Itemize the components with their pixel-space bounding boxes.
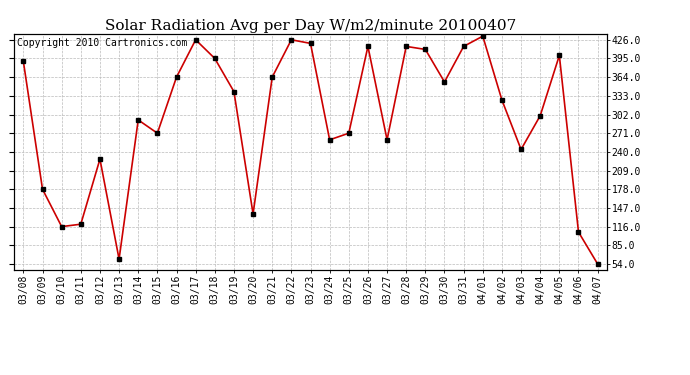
Title: Solar Radiation Avg per Day W/m2/minute 20100407: Solar Radiation Avg per Day W/m2/minute … (105, 19, 516, 33)
Text: Copyright 2010 Cartronics.com: Copyright 2010 Cartronics.com (17, 39, 187, 48)
